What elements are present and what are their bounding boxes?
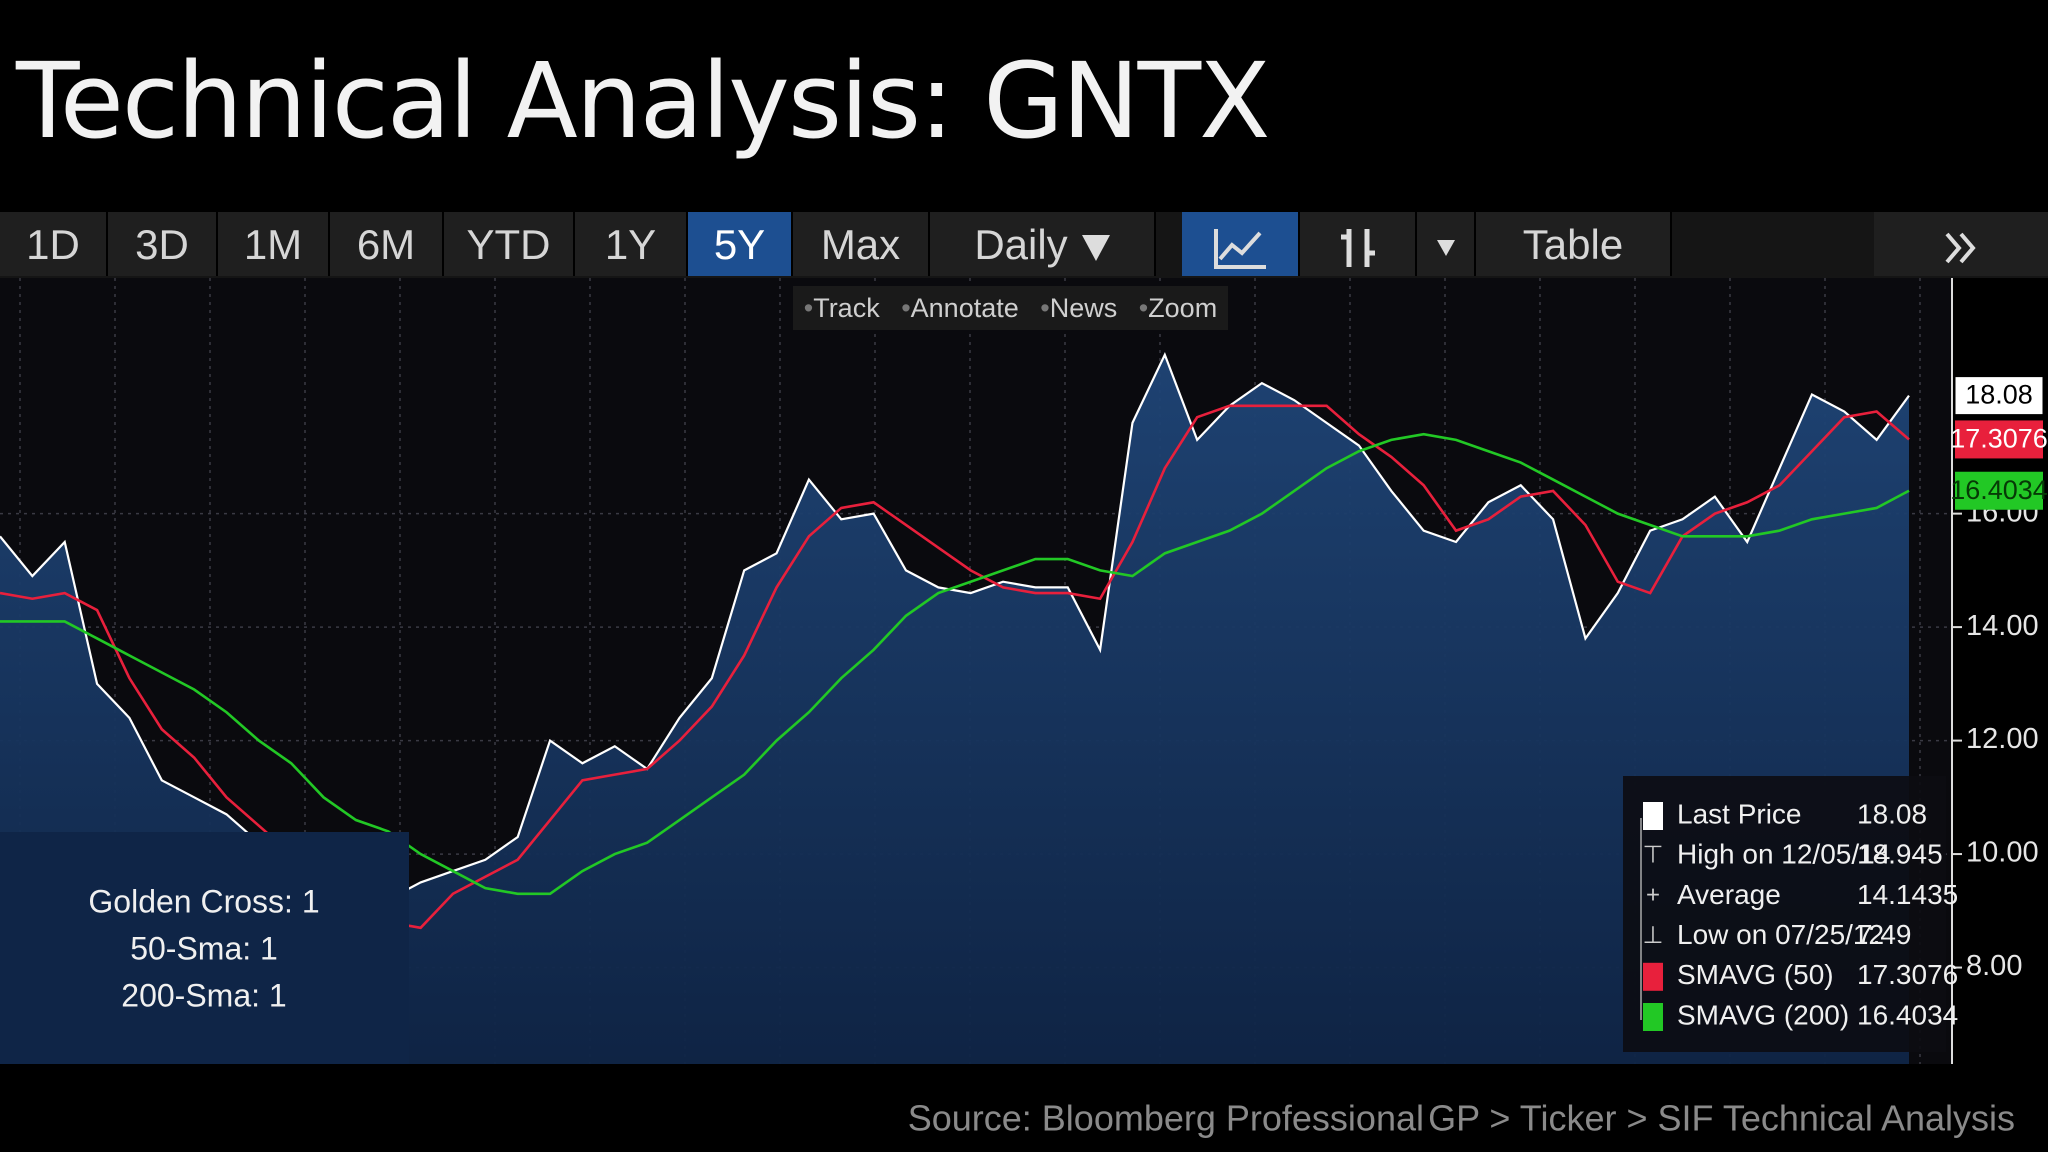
y-tick-label: 8.00 [1966,950,2022,982]
legend-label: Last Price [1677,798,1802,829]
range-button[interactable]: Max [793,212,930,276]
range-button[interactable]: 1Y [575,212,688,276]
legend-value: 17.3076 [1857,959,1958,990]
range-button[interactable]: 3D [108,212,218,276]
info-line: 50-Sma: 1 [130,930,278,966]
y-tick-label: 12.00 [1966,723,2039,755]
legend-label: Low on 07/25/12 [1677,919,1884,950]
chart-tools: Track Annotate News Zoom [793,286,1228,330]
footer-text: GP > Ticker > SIF Technical Analysis [1428,1098,2015,1139]
range-button[interactable]: 5Y [688,212,793,276]
legend-icon: ⊤ [1643,842,1664,869]
toolbar: 1D 3D 1M 6M YTD 1Y 5Y Max Daily Table [0,212,2048,278]
bar-chart-button[interactable] [1300,212,1417,276]
last-value-tag [1955,420,2043,459]
last-value-label: 18.08 [1965,380,2033,410]
info-box [0,832,409,1064]
range-button[interactable]: 1D [0,212,108,276]
chart: 8.0010.0012.0014.0016.0018.0817.307616.4… [0,278,2048,1064]
legend-value: 18.945 [1857,839,1943,870]
legend-box [1623,776,1946,1052]
slide-title: Technical Analysis: GNTX [16,40,1270,162]
info-line: Golden Cross: 1 [88,883,319,919]
legend-swatch [1643,802,1663,830]
tool[interactable]: Annotate [901,293,1019,324]
legend-label: Average [1677,879,1781,910]
last-value-label: 16.4034 [1950,475,2048,505]
series-line [0,432,1910,896]
range-button[interactable]: YTD [444,212,575,276]
legend-swatch [1643,962,1663,991]
chart-type-dropdown[interactable] [1417,212,1476,276]
line-chart-icon [1214,228,1266,269]
chevrons-icon [1945,232,1976,264]
last-value-tag [1955,471,2043,510]
line-chart-button[interactable] [1182,212,1300,276]
legend-label: High on 12/05/14 [1677,839,1890,870]
frequency-label: Daily [974,221,1068,268]
legend-icon: + [1646,882,1660,909]
range-button[interactable]: 1M [218,212,330,276]
tool[interactable]: Track [804,293,880,324]
tool[interactable]: Zoom [1139,293,1217,324]
legend-swatch [1643,1003,1663,1031]
legend-value: 14.1435 [1857,879,1958,910]
info-line: 200-Sma: 1 [121,977,286,1013]
legend-value: 18.08 [1857,798,1927,829]
legend-icon: ⊥ [1643,922,1664,949]
legend-label: SMAVG (200) [1677,999,1849,1030]
tool[interactable]: News [1040,293,1118,324]
footer-text: Source: Bloomberg Professional [908,1098,1424,1139]
expand-button[interactable] [1874,212,2048,276]
y-tick-label: 10.00 [1966,837,2039,869]
last-value-label: 17.3076 [1950,424,2048,454]
legend-label: SMAVG (50) [1677,959,1834,990]
frequency-dropdown[interactable]: Daily [930,212,1156,276]
dropdown-arrow [1081,234,1110,261]
y-tick-label: 14.00 [1966,610,2039,642]
bar-chart-icon [1340,228,1375,267]
legend-value: 7.49 [1857,919,1912,950]
last-value-tag [1954,376,2044,416]
table-button[interactable]: Table [1476,212,1672,276]
range-button[interactable]: 6M [330,212,444,276]
price-area [0,354,1909,1064]
footer: Source: Bloomberg Professional GP > Ticke… [908,1098,2015,1139]
dropdown-arrow [1436,239,1455,256]
legend-value: 16.4034 [1857,999,1958,1030]
